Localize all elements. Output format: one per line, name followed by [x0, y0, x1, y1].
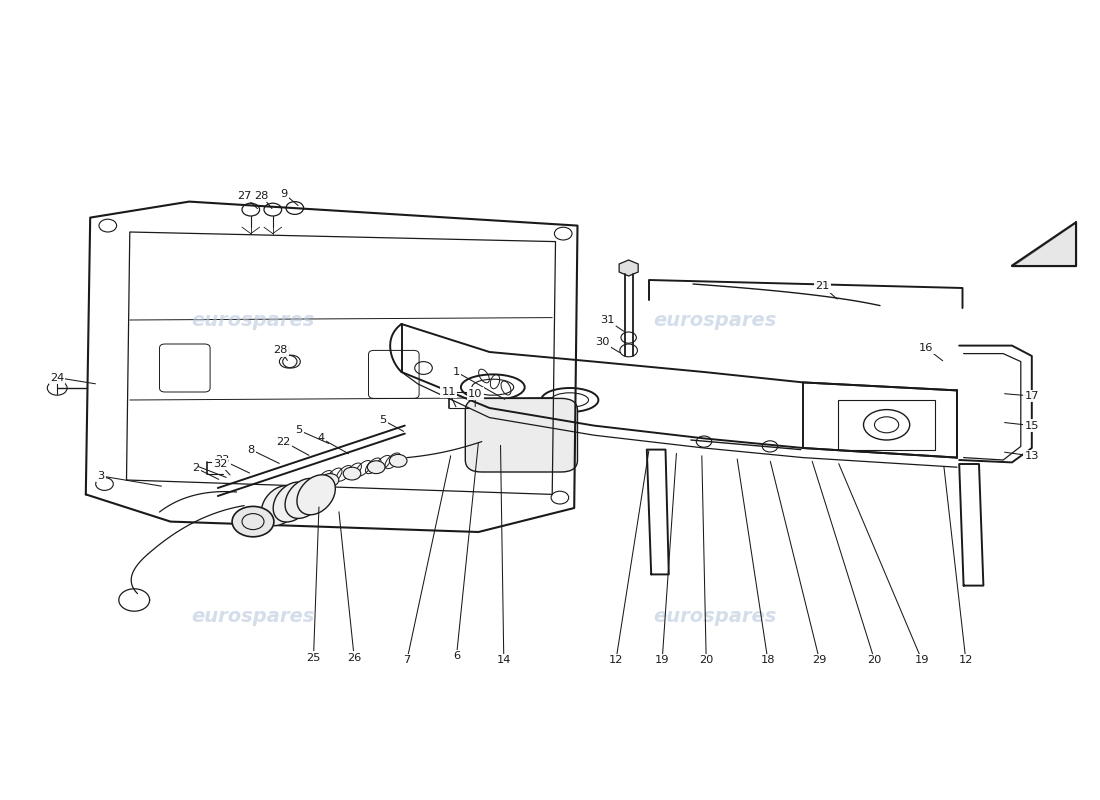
Text: 26: 26: [348, 653, 361, 662]
Text: 32: 32: [212, 459, 228, 469]
Ellipse shape: [285, 478, 323, 518]
Text: 12: 12: [608, 655, 624, 665]
Text: 30: 30: [595, 338, 610, 347]
Text: 11: 11: [441, 387, 456, 397]
Text: 22: 22: [277, 437, 290, 446]
Text: 9: 9: [280, 189, 287, 198]
FancyBboxPatch shape: [465, 398, 578, 472]
Polygon shape: [1012, 222, 1076, 266]
Text: 6: 6: [453, 651, 460, 661]
Text: 20: 20: [698, 655, 714, 665]
Text: 5: 5: [296, 426, 303, 435]
Polygon shape: [619, 260, 638, 276]
Text: 12: 12: [958, 655, 974, 665]
Text: 1: 1: [453, 367, 460, 377]
Text: 24: 24: [51, 373, 64, 382]
Ellipse shape: [232, 506, 274, 537]
Text: 3: 3: [98, 471, 104, 481]
Text: 27: 27: [236, 191, 252, 201]
Text: 28: 28: [254, 191, 270, 201]
Text: 4: 4: [318, 434, 324, 443]
Ellipse shape: [273, 482, 311, 522]
Text: 19: 19: [654, 655, 670, 665]
Text: 28: 28: [273, 346, 288, 355]
Text: 20: 20: [867, 655, 882, 665]
Text: 8: 8: [248, 445, 254, 454]
Text: eurospares: eurospares: [653, 606, 777, 626]
Text: 23: 23: [214, 455, 230, 465]
Text: 31: 31: [600, 315, 615, 325]
Text: 10: 10: [468, 389, 483, 398]
Text: 13: 13: [1024, 451, 1040, 461]
Text: 17: 17: [1024, 391, 1040, 401]
Text: eurospares: eurospares: [653, 310, 777, 330]
Text: eurospares: eurospares: [191, 310, 315, 330]
Text: 25: 25: [306, 653, 321, 662]
Text: 19: 19: [914, 655, 929, 665]
Text: 29: 29: [812, 655, 827, 665]
Text: 2: 2: [192, 463, 199, 473]
Circle shape: [321, 474, 339, 486]
Text: 18: 18: [760, 655, 775, 665]
Circle shape: [343, 467, 361, 480]
Circle shape: [367, 461, 385, 474]
Ellipse shape: [262, 486, 299, 526]
Text: 7: 7: [404, 655, 410, 665]
Circle shape: [389, 454, 407, 467]
Text: 14: 14: [496, 655, 512, 665]
Text: eurospares: eurospares: [191, 606, 315, 626]
Text: 15: 15: [1024, 421, 1040, 430]
Text: 21: 21: [815, 282, 830, 291]
Text: 16: 16: [918, 343, 934, 353]
Ellipse shape: [297, 474, 336, 515]
Text: 5: 5: [379, 415, 386, 425]
